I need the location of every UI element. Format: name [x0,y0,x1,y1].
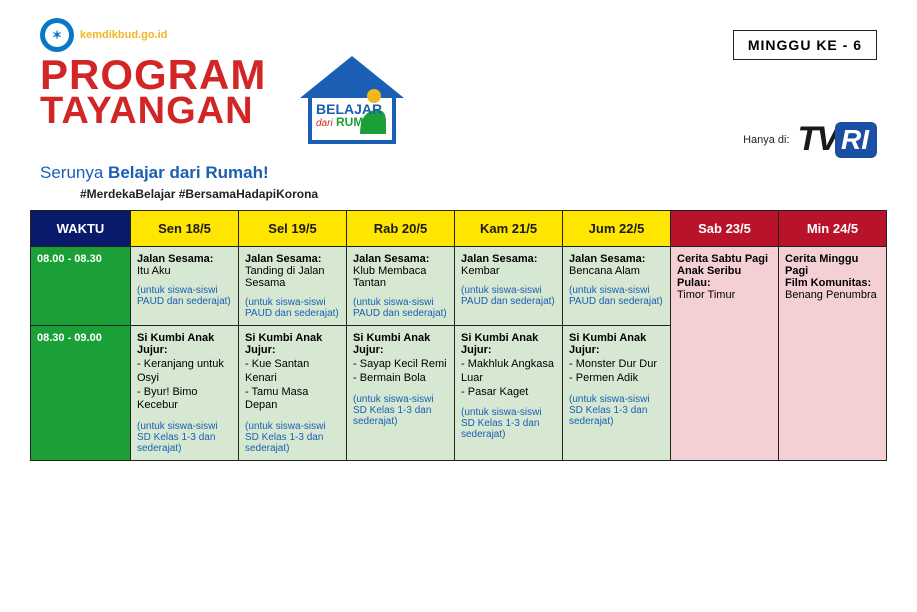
tvri-ri-text: RI [835,122,877,158]
tvri-tv-text: TV [798,120,837,159]
belajar-dari-rumah-logo: BELAJAR dari RUMAH [282,52,422,157]
program-title-line2: TAYANGAN [40,94,266,128]
schedule-cell: Jalan Sesama:Itu Aku(untuk siswa-siswi P… [131,247,239,326]
schedule-header-row: WAKTUSen 18/5Sel 19/5Rab 20/5Kam 21/5Jum… [31,211,887,247]
ministry-url: kemdikbud.go.id [80,29,167,41]
col-header-sen: Sen 18/5 [131,211,239,247]
hanya-di-label: Hanya di: [743,134,789,146]
program-title: PROGRAM TAYANGAN [40,56,266,128]
col-header-waktu: WAKTU [31,211,131,247]
schedule-cell: Jalan Sesama:Klub Membaca Tantan(untuk s… [347,247,455,326]
col-header-kam: Kam 21/5 [455,211,563,247]
ministry-logo-icon: ✶ [40,18,74,52]
schedule-body: 08.00 - 08.30Jalan Sesama:Itu Aku(untuk … [31,247,887,461]
time-cell: 08.30 - 09.00 [31,326,131,461]
table-row: 08.00 - 08.30Jalan Sesama:Itu Aku(untuk … [31,247,887,326]
col-header-min: Min 24/5 [779,211,887,247]
broadcast-block: Hanya di: TV RI [743,120,877,159]
house-label-mid: dari [316,118,333,129]
schedule-cell: Si Kumbi Anak Jujur:Makhluk Angkasa Luar… [455,326,563,461]
col-header-sab: Sab 23/5 [671,211,779,247]
week-badge: MINGGU KE - 6 [733,30,877,60]
col-header-rab: Rab 20/5 [347,211,455,247]
hashtags: #MerdekaBelajar #BersamaHadapiKorona [80,187,877,201]
schedule-table: WAKTUSen 18/5Sel 19/5Rab 20/5Kam 21/5Jum… [30,210,887,461]
schedule-cell: Si Kumbi Anak Jujur:Monster Dur DurPerme… [563,326,671,461]
schedule-cell: Cerita Sabtu Pagi Anak Seribu Pulau:Timo… [671,247,779,461]
schedule-cell: Cerita Minggu PagiFilm Komunitas:Benang … [779,247,887,461]
tvri-logo: TV RI [798,120,877,159]
tagline: Serunya Belajar dari Rumah! [40,163,877,183]
tagline-bold: Belajar dari Rumah! [108,163,269,182]
schedule-cell: Si Kumbi Anak Jujur:Keranjang untuk Osyi… [131,326,239,461]
schedule-cell: Jalan Sesama:Tanding di Jalan Sesama(unt… [239,247,347,326]
tagline-plain: Serunya [40,163,108,182]
schedule-cell: Jalan Sesama:Bencana Alam(untuk siswa-si… [563,247,671,326]
program-title-line1: PROGRAM [40,56,266,94]
schedule-cell: Jalan Sesama:Kembar(untuk siswa-siswi PA… [455,247,563,326]
time-cell: 08.00 - 08.30 [31,247,131,326]
col-header-sel: Sel 19/5 [239,211,347,247]
col-header-jum: Jum 22/5 [563,211,671,247]
schedule-cell: Si Kumbi Anak Jujur:Kue Santan KenariTam… [239,326,347,461]
header-area: ✶ kemdikbud.go.id PROGRAM TAYANGAN BELAJ… [0,0,917,210]
schedule-cell: Si Kumbi Anak Jujur:Sayap Kecil RemiBerm… [347,326,455,461]
house-label-bot: RUMAH [336,115,381,129]
